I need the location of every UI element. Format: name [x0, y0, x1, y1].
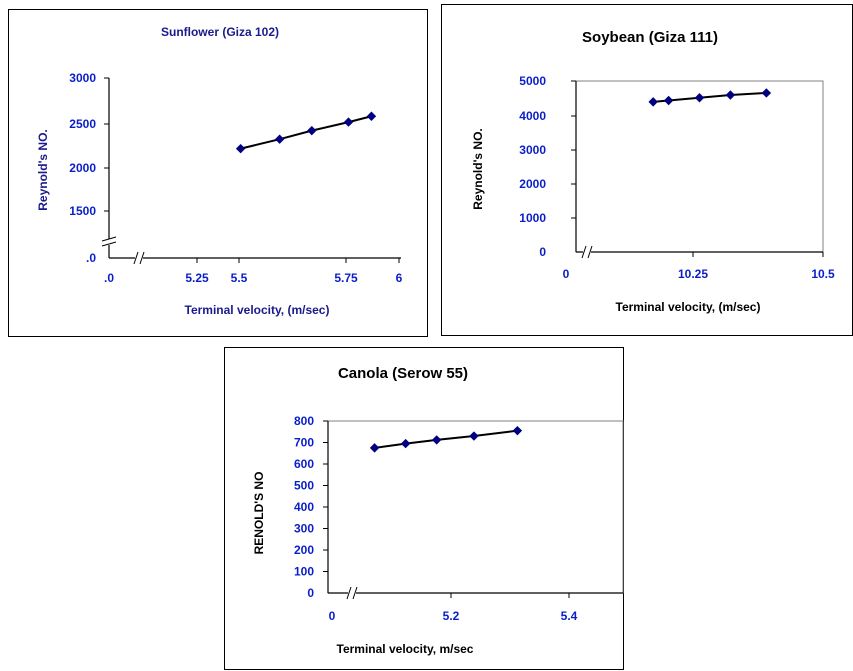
y-tick-label: 400	[294, 500, 314, 514]
plot-area: 0 10.25 10.5 0 1000 2000 3000 4000 5000	[519, 74, 835, 281]
sunflower-chart-panel: Sunflower (Giza 102) Terminal velocity, …	[8, 9, 428, 337]
x-tick-label: 5.4	[561, 609, 578, 623]
axis-break-mark	[346, 586, 352, 600]
axis-break-mark	[101, 236, 117, 242]
axis-break-mark	[581, 245, 587, 259]
y-axis-label: Reynold's NO.	[36, 129, 50, 211]
x-tick-label: 10.5	[811, 267, 835, 281]
x-tick-label: 5.5	[231, 271, 248, 285]
axis-break-mark	[587, 245, 593, 259]
y-tick-label: 200	[294, 543, 314, 557]
canola-chart: Canola (Serow 55) Terminal velocity, m/s…	[252, 365, 624, 656]
x-tick-label: 5.2	[443, 609, 460, 623]
y-tick-label: .0	[86, 251, 96, 265]
x-axis-label: Terminal velocity, m/sec	[337, 642, 474, 656]
y-axis-label: Reynold's NO.	[471, 128, 485, 210]
y-tick-label: 2500	[69, 117, 96, 131]
axis-break-gap	[348, 587, 356, 599]
y-tick-label: 300	[294, 522, 314, 536]
axis-break-gap	[583, 246, 591, 258]
canola-chart-panel: Canola (Serow 55) Terminal velocity, m/s…	[224, 347, 624, 670]
chart-title: Canola (Serow 55)	[338, 365, 468, 382]
data-point	[431, 435, 442, 445]
data-point	[307, 125, 317, 136]
x-tick-label: 5.25	[185, 271, 209, 285]
axis-break-mark	[139, 251, 145, 265]
data-point	[648, 97, 658, 107]
x-axis-label: Terminal velocity, (m/sec)	[616, 300, 761, 314]
y-tick-label: 1000	[519, 211, 546, 225]
y-tick-label: 0	[539, 245, 546, 259]
y-tick-label: 700	[294, 436, 314, 450]
axis-break-mark	[352, 586, 358, 600]
axis-break-mark	[133, 251, 139, 265]
data-point	[663, 95, 674, 106]
sunflower-chart: Sunflower (Giza 102) Terminal velocity, …	[36, 25, 403, 317]
soybean-chart: Soybean (Giza 111) Terminal velocity, (m…	[471, 29, 835, 314]
x-tick-label: 0	[329, 609, 336, 623]
data-point	[235, 143, 246, 154]
data-point	[694, 93, 705, 103]
y-tick-label: 0	[307, 586, 314, 600]
data-point	[400, 438, 411, 449]
y-tick-label: 3000	[69, 71, 96, 85]
x-axis-label: Terminal velocity, (m/sec)	[185, 303, 330, 317]
data-point	[274, 134, 285, 144]
data-point	[369, 443, 380, 453]
x-tick-label: 6	[396, 271, 403, 285]
data-point	[761, 88, 772, 98]
chart-title: Soybean (Giza 111)	[582, 29, 718, 46]
axis-break-gap	[103, 239, 115, 245]
y-axis-label: RENOLD'S NO	[252, 472, 266, 555]
y-tick-label: 2000	[519, 177, 546, 191]
y-tick-label: 800	[294, 414, 314, 428]
y-tick-label: 4000	[519, 109, 546, 123]
data-point	[343, 117, 354, 127]
plot-area: .0 5.25 5.5 5.75 6 .0 1500 2000 2500 3000	[69, 71, 402, 285]
y-tick-label: 5000	[519, 74, 546, 88]
x-tick-label: .0	[104, 271, 114, 285]
axis-break-gap	[135, 252, 143, 264]
x-tick-label: 5.75	[334, 271, 358, 285]
y-tick-label: 600	[294, 457, 314, 471]
y-tick-label: 2000	[69, 161, 96, 175]
data-point	[725, 90, 736, 100]
x-tick-label: 10.25	[678, 267, 708, 281]
y-tick-label: 1500	[69, 204, 96, 218]
plot-area: 0 5.2 5.4 0 100 200 300 400 500 600 700 800	[294, 414, 624, 623]
soybean-chart-panel: Soybean (Giza 111) Terminal velocity, (m…	[441, 4, 853, 336]
series-line	[374, 429, 518, 449]
data-point	[469, 431, 479, 441]
chart-title: Sunflower (Giza 102)	[161, 25, 279, 39]
x-tick-label: 0	[563, 267, 570, 281]
y-tick-label: 500	[294, 479, 314, 493]
plot-border	[575, 80, 824, 253]
data-point	[512, 425, 523, 436]
data-point	[366, 111, 377, 121]
axis-break-mark	[101, 241, 117, 247]
y-tick-label: 100	[294, 565, 314, 579]
y-tick-label: 3000	[519, 143, 546, 157]
